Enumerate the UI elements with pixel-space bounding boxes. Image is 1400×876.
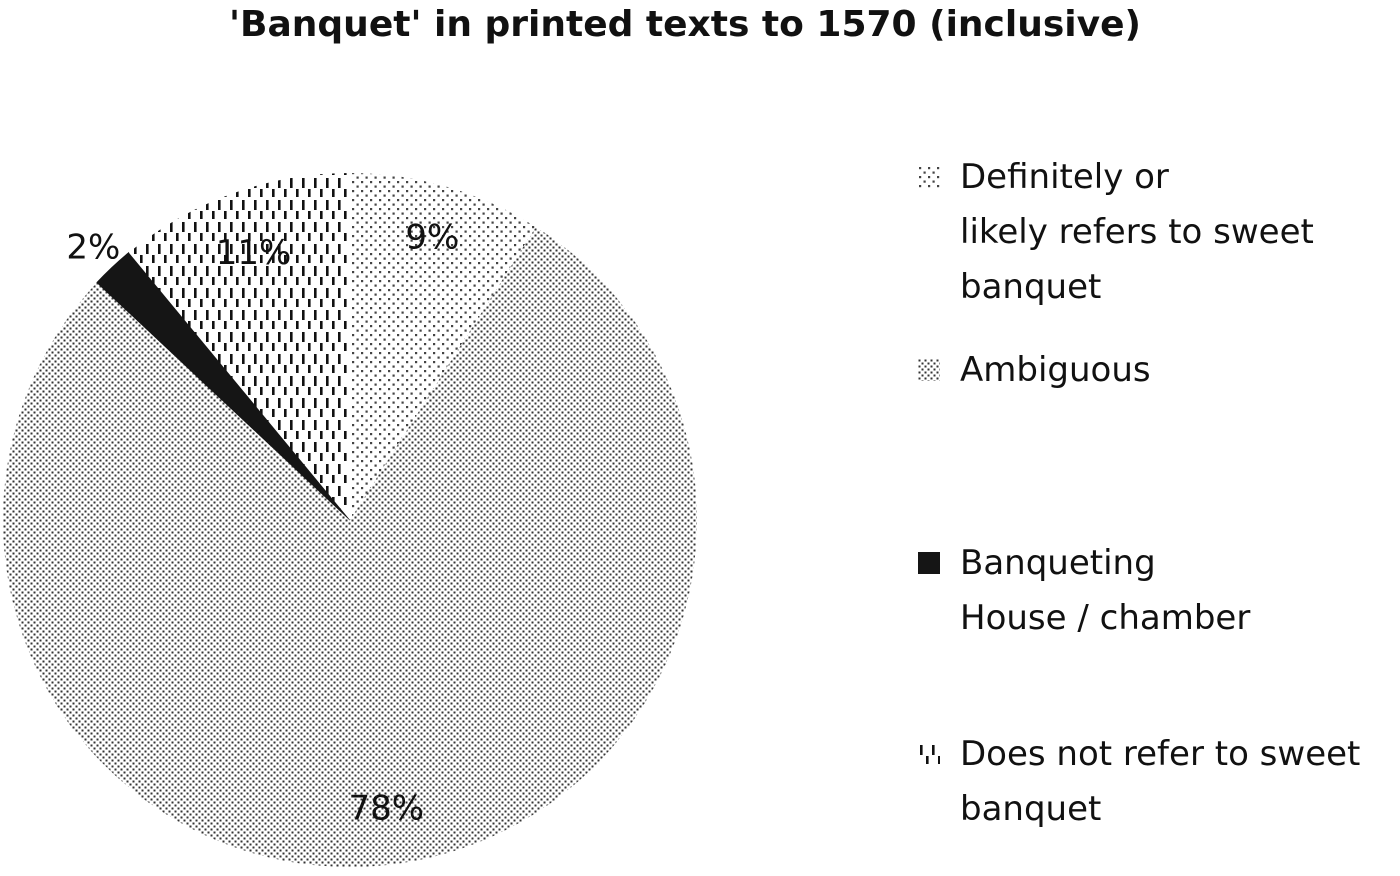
slice-label-does-not-refer-to-sweet-banquet: 11% bbox=[216, 233, 292, 273]
legend-swatch-banqueting-house bbox=[918, 552, 940, 574]
slice-label-ambiguous: 78% bbox=[349, 789, 425, 829]
pie-slice-banqueting-house-chamber bbox=[96, 251, 351, 521]
legend-label-definitely-sweet: Definitely or likely refers to sweet ban… bbox=[960, 157, 1314, 307]
pie-slice-definitely-or-likely-refers-to-sweet-banquet bbox=[350, 173, 536, 520]
chart-title: 'Banquet' in printed texts to 1570 (incl… bbox=[229, 4, 1141, 45]
legend-item-banqueting-house: Banqueting House / chamber bbox=[918, 536, 1250, 646]
slice-label-banqueting-house-chamber: 2% bbox=[66, 228, 120, 268]
legend-label-banqueting-house: Banqueting House / chamber bbox=[960, 543, 1251, 638]
legend-item-definitely-sweet: Definitely or likely refers to sweet ban… bbox=[918, 150, 1314, 315]
legend-item-not-sweet: Does not refer to sweet banquet bbox=[918, 727, 1360, 837]
legend-swatch-not-sweet bbox=[918, 743, 940, 765]
pie-slice-does-not-refer-to-sweet-banquet bbox=[128, 173, 350, 520]
legend-label-ambiguous: Ambiguous bbox=[960, 350, 1151, 390]
slice-label-definitely-or-likely-refers-to-sweet-banquet: 9% bbox=[405, 218, 459, 258]
legend-item-ambiguous: Ambiguous bbox=[918, 343, 1151, 398]
legend-label-not-sweet: Does not refer to sweet banquet bbox=[960, 734, 1361, 829]
legend-swatch-ambiguous bbox=[918, 359, 940, 381]
pie-slice-ambiguous bbox=[2, 227, 697, 868]
legend-swatch-definitely-sweet bbox=[918, 166, 940, 188]
